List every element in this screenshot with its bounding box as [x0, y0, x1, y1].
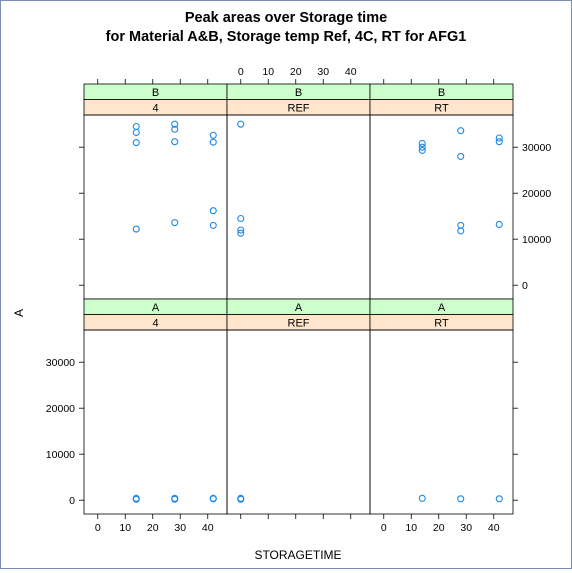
data-point	[132, 225, 140, 233]
panel-border	[83, 329, 228, 515]
y-tick-label: 30000	[522, 142, 551, 154]
data-point	[237, 226, 245, 234]
y-tick-label: 20000	[522, 188, 551, 200]
y-tick-label: 30000	[46, 357, 75, 369]
data-point	[457, 127, 465, 135]
x-tick-label: 10	[262, 66, 274, 78]
strip-temp-label: 4	[152, 318, 158, 330]
x-tick-label: 40	[345, 66, 357, 78]
strip-material-label: A	[295, 302, 303, 314]
panel-A-4: A4	[83, 298, 228, 515]
y-tick-label: 10000	[46, 449, 75, 461]
data-point	[132, 495, 140, 503]
panel-border	[369, 114, 514, 300]
data-point	[457, 495, 465, 503]
data-point	[171, 125, 179, 133]
panel-border	[83, 114, 228, 300]
data-point	[495, 134, 503, 142]
data-point	[495, 220, 503, 229]
y-tick-label: 0	[69, 495, 75, 507]
data-point	[457, 227, 465, 235]
x-tick-label: 30	[174, 522, 186, 534]
panel-border	[226, 114, 371, 300]
x-axis-label: STORAGETIME	[254, 548, 341, 562]
data-point	[171, 138, 179, 146]
strip-material-label: B	[295, 87, 302, 99]
data-point	[418, 139, 426, 148]
x-tick-label: 0	[238, 66, 244, 78]
panel-B-REF: B REF	[226, 83, 371, 300]
data-point	[237, 214, 245, 223]
x-tick-label: 20	[147, 522, 159, 534]
data-point	[209, 495, 217, 503]
strip-temp-label: REF	[288, 318, 310, 330]
strip-temp-label: 4	[152, 103, 158, 115]
data-point	[495, 138, 503, 146]
data-point	[209, 207, 217, 215]
panel-A-RT: A RT	[369, 298, 514, 515]
chart-title-line2: for Material A&B, Storage temp Ref, 4C, …	[106, 29, 467, 45]
data-point	[418, 494, 426, 502]
strip-material-label: A	[152, 302, 160, 314]
x-tick-label: 30	[460, 522, 472, 534]
panel-B-4: B4	[83, 83, 228, 300]
data-point	[418, 143, 426, 151]
chart-title-line1: Peak areas over Storage time	[185, 10, 387, 26]
x-tick-label: 30	[317, 66, 329, 78]
x-tick-label: 40	[202, 522, 214, 534]
panel-border	[369, 329, 514, 515]
data-point	[418, 146, 426, 154]
x-tick-label: 0	[95, 522, 101, 534]
y-tick-label: 10000	[522, 234, 551, 246]
panel-border	[226, 329, 371, 515]
y-tick-label: 20000	[46, 403, 75, 415]
x-tick-label: 20	[433, 522, 445, 534]
x-tick-label: 20	[290, 66, 302, 78]
panel-B-RT: B RT	[369, 83, 514, 300]
strip-temp-label: RT	[434, 318, 449, 330]
x-tick-label: 0	[381, 522, 387, 534]
data-point	[237, 495, 245, 503]
data-point	[132, 128, 140, 137]
x-tick-label: 40	[488, 522, 500, 534]
data-point	[209, 138, 217, 146]
panel-A-REF: A REF	[226, 298, 371, 515]
data-point	[209, 131, 217, 139]
y-axis-label: A	[12, 309, 26, 317]
data-point	[132, 122, 140, 131]
data-point	[171, 120, 179, 128]
data-point	[171, 219, 179, 227]
strip-material-label: A	[438, 302, 446, 314]
strip-material-label: B	[438, 87, 445, 99]
y-tick-label: 0	[522, 280, 528, 292]
data-point	[237, 120, 245, 128]
strip-temp-label: RT	[434, 103, 449, 115]
x-tick-label: 10	[405, 522, 417, 534]
data-point	[132, 139, 140, 147]
data-point	[457, 152, 465, 160]
strip-material-label: B	[152, 87, 159, 99]
data-point	[171, 495, 179, 503]
x-tick-label: 10	[119, 522, 131, 534]
data-point	[209, 221, 217, 229]
strip-temp-label: REF	[288, 103, 310, 115]
data-point	[237, 229, 245, 237]
data-point	[495, 495, 503, 503]
